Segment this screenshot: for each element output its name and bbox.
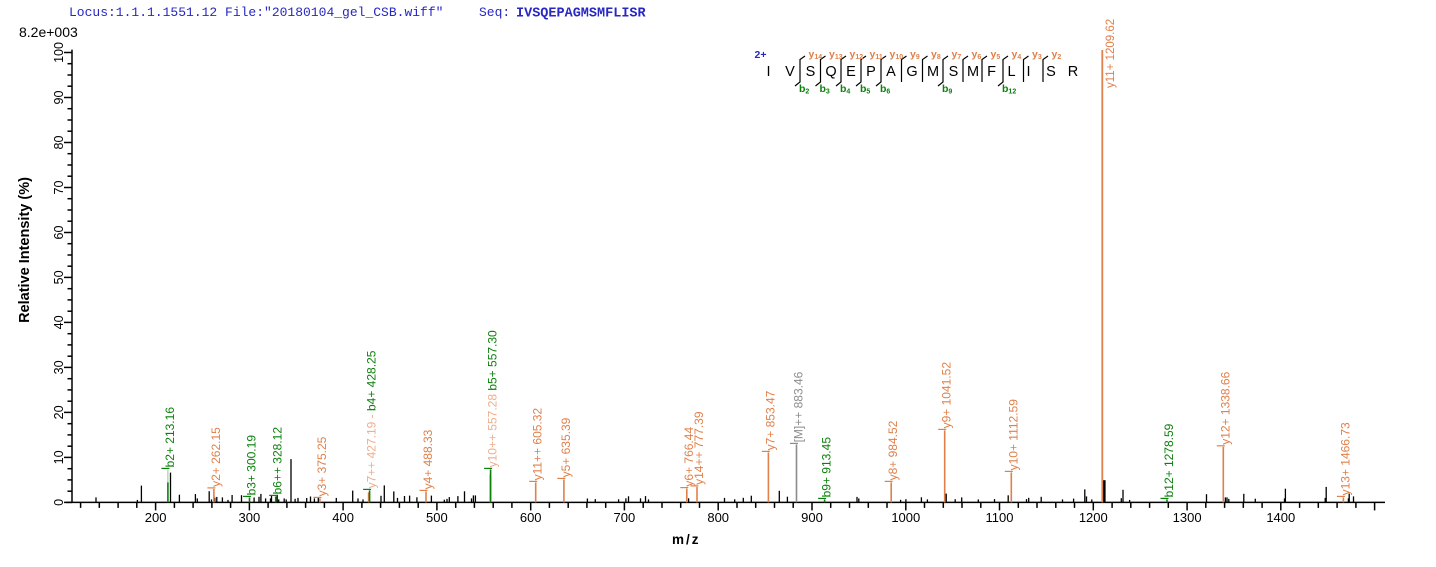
svg-text:300: 300 (239, 510, 261, 525)
svg-text:b4: b4 (840, 83, 850, 96)
svg-text:0: 0 (52, 499, 66, 506)
svg-text:S: S (949, 64, 959, 80)
svg-text:y6+ 766.44: y6+ 766.44 (682, 427, 696, 487)
svg-text:G: G (906, 64, 917, 80)
svg-text:400: 400 (332, 510, 354, 525)
svg-text:y7: y7 (952, 49, 962, 62)
svg-text:V: V (785, 64, 795, 80)
svg-text:y12+ 1338.66: y12+ 1338.66 (1218, 371, 1232, 444)
svg-text:y4+ 488.33: y4+ 488.33 (421, 429, 435, 489)
svg-text:b12+ 1278.59: b12+ 1278.59 (1162, 423, 1176, 497)
svg-text:b6++ 328.12: b6++ 328.12 (271, 427, 285, 495)
svg-text:y8: y8 (931, 49, 941, 62)
svg-text:M: M (927, 64, 939, 80)
svg-text:y10+ 1112.59: y10+ 1112.59 (1006, 399, 1020, 471)
svg-text:y11++ 605.32: y11++ 605.32 (531, 408, 545, 481)
svg-text:S: S (1046, 64, 1056, 80)
svg-text:b2: b2 (799, 83, 809, 96)
svg-text:40: 40 (52, 315, 66, 329)
svg-text:Relative Intensity (%): Relative Intensity (%) (17, 177, 33, 323)
svg-text:R: R (1068, 64, 1078, 80)
svg-text:1100: 1100 (986, 510, 1014, 525)
svg-text:y3+ 375.25: y3+ 375.25 (315, 436, 329, 496)
svg-text:b9+ 913.45: b9+ 913.45 (820, 437, 834, 498)
svg-text:y7+ 853.47: y7+ 853.47 (763, 390, 777, 450)
svg-text:m/z: m/z (672, 532, 701, 547)
svg-text:IVSQEPAGMSMFLISR: IVSQEPAGMSMFLISR (516, 7, 647, 22)
svg-text:y5: y5 (991, 49, 1001, 62)
svg-text:I: I (1026, 64, 1030, 80)
svg-text:200: 200 (145, 510, 167, 525)
svg-text:y4: y4 (1012, 49, 1022, 62)
svg-text:Seq:: Seq: (479, 5, 510, 20)
svg-text:P: P (866, 64, 876, 80)
svg-text:b5: b5 (860, 83, 870, 96)
svg-text:90: 90 (52, 91, 66, 105)
svg-text:E: E (846, 64, 856, 80)
svg-text:S: S (806, 64, 816, 80)
svg-text:2+: 2+ (755, 49, 767, 61)
svg-text:60: 60 (52, 226, 66, 240)
svg-text:y2: y2 (1052, 49, 1062, 62)
svg-text:y11+ 1209.62: y11+ 1209.62 (1105, 19, 1117, 88)
svg-text:y6: y6 (972, 49, 982, 62)
svg-text:700: 700 (614, 510, 636, 525)
svg-text:10: 10 (52, 450, 66, 464)
svg-text:Locus:1.1.1.1551.12 File:"2018: Locus:1.1.1.1551.12 File:"20180104_gel_C… (69, 5, 443, 20)
svg-text:Q: Q (825, 64, 836, 80)
svg-text:1200: 1200 (1079, 510, 1108, 525)
svg-text:600: 600 (520, 510, 542, 525)
svg-text:1400: 1400 (1266, 510, 1295, 525)
svg-text:b6: b6 (880, 83, 890, 96)
svg-text:y13+ 1466.73: y13+ 1466.73 (1338, 422, 1352, 495)
svg-text:8.2e+003: 8.2e+003 (19, 24, 78, 40)
svg-text:y3: y3 (1032, 49, 1042, 62)
svg-text:800: 800 (707, 510, 729, 525)
svg-text:y10++ 557.28 b5+ 557.30: y10++ 557.28 b5+ 557.30 (486, 330, 500, 467)
svg-text:F: F (987, 64, 996, 80)
svg-text:A: A (886, 64, 896, 80)
svg-text:y9+ 1041.52: y9+ 1041.52 (940, 362, 954, 429)
svg-text:30: 30 (52, 360, 66, 374)
svg-text:y14++ 777.39: y14++ 777.39 (692, 411, 706, 485)
svg-text:b3: b3 (820, 83, 830, 96)
svg-text:y5+ 635.39: y5+ 635.39 (559, 417, 573, 477)
svg-text:1300: 1300 (1173, 510, 1202, 525)
svg-text:b9: b9 (942, 83, 952, 96)
svg-text:y9: y9 (910, 49, 920, 62)
svg-text:50: 50 (52, 270, 66, 284)
svg-text:70: 70 (52, 181, 66, 195)
svg-text:100: 100 (52, 42, 66, 63)
svg-text:y8+ 984.52: y8+ 984.52 (886, 420, 900, 480)
svg-text:80: 80 (52, 136, 66, 150)
svg-text:y7++ 427.19 - b4+ 428.25: y7++ 427.19 - b4+ 428.25 (365, 350, 379, 488)
svg-text:b2+ 213.16: b2+ 213.16 (163, 407, 177, 468)
svg-text:M: M (967, 64, 979, 80)
svg-text:b3+ 300.19: b3+ 300.19 (245, 435, 259, 496)
svg-text:1000: 1000 (891, 510, 920, 525)
svg-text:900: 900 (801, 510, 823, 525)
svg-text:20: 20 (52, 405, 66, 419)
svg-text:[M]++ 883.46: [M]++ 883.46 (792, 371, 806, 442)
svg-text:500: 500 (426, 510, 448, 525)
svg-text:L: L (1007, 64, 1015, 80)
svg-text:y2+ 262.15: y2+ 262.15 (209, 427, 223, 487)
svg-text:I: I (766, 64, 770, 80)
